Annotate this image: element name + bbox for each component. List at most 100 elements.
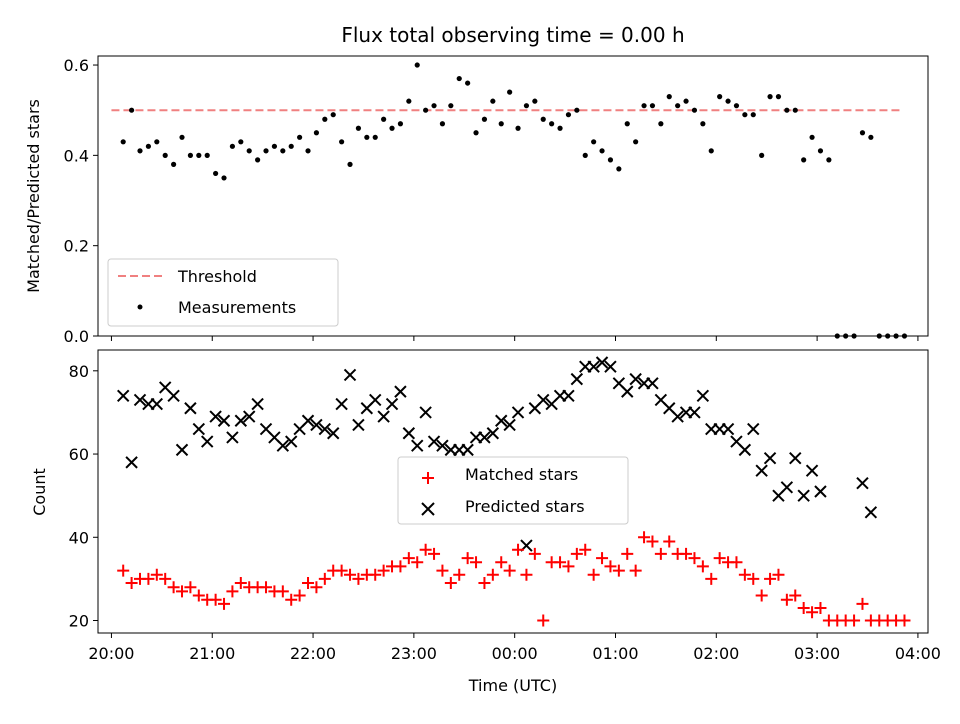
measurement-point: [213, 170, 219, 177]
predicted-star-marker: [301, 414, 315, 427]
matched-star-marker: [411, 556, 424, 569]
measurement-point: [120, 139, 126, 145]
bottom-y-tick-label: 40: [69, 528, 89, 547]
matched-star-marker: [713, 552, 726, 565]
legend-matched-label: Matched stars: [465, 465, 578, 484]
measurement-point: [733, 103, 740, 109]
measurement-point: [465, 80, 471, 86]
matched-star-marker: [377, 564, 390, 577]
measurement-point: [700, 121, 706, 127]
matched-star-marker: [789, 589, 802, 602]
predicted-star-marker: [226, 431, 239, 444]
matched-star-marker: [176, 585, 189, 598]
matched-star-marker: [604, 560, 617, 573]
measurement-point: [565, 112, 572, 118]
matched-star-marker: [898, 614, 911, 627]
predicted-star-marker: [343, 368, 357, 382]
matched-star-marker: [688, 552, 701, 565]
measurement-point: [271, 143, 278, 149]
matched-star-marker: [310, 581, 323, 594]
predicted-star-marker: [175, 443, 189, 457]
measurement-point: [448, 103, 454, 109]
matched-star-marker: [512, 543, 525, 556]
predicted-star-marker: [805, 464, 819, 477]
top-y-tick-label: 0.6: [64, 56, 89, 75]
measurement-point: [414, 62, 420, 68]
measurement-point: [229, 143, 236, 149]
matched-star-marker: [814, 602, 827, 615]
x-tick-label: 20:00: [88, 644, 134, 663]
measurement-point: [557, 125, 563, 131]
measurement-point: [649, 103, 656, 109]
measurement-point: [641, 103, 647, 109]
predicted-star-marker: [789, 451, 802, 465]
matched-star-marker: [428, 547, 441, 560]
measurement-point: [717, 94, 723, 100]
top-y-axis-label: Matched/Predicted stars: [24, 99, 43, 293]
bottom-plot-frame: [97, 349, 929, 634]
bottom-y-axis-label: Count: [30, 468, 49, 516]
x-tick-label: 03:00: [794, 644, 840, 663]
matched-star-marker: [663, 535, 676, 548]
predicted-star-marker: [478, 431, 491, 444]
measurement-point: [145, 143, 152, 149]
bottom-tick-layer: 20:00 21:00 22:00 23:00 00:00 01:00 02:00 03:00…: [69, 362, 941, 663]
measurement-point: [456, 75, 462, 82]
measurement-point: [355, 125, 362, 131]
measurement-point: [137, 148, 143, 154]
measurement-point: [423, 107, 429, 113]
predicted-star-marker: [394, 385, 407, 398]
measurement-point: [540, 116, 546, 122]
matched-star-marker: [554, 556, 567, 569]
matched-star-marker: [755, 589, 768, 602]
x-tick-label: 23:00: [391, 644, 437, 663]
x-tick-label: 01:00: [592, 644, 638, 663]
legend-measurements-swatch: [137, 304, 143, 310]
measurement-point: [675, 103, 681, 109]
matched-star-marker: [806, 606, 819, 619]
x-axis-label: Time (UTC): [468, 676, 557, 695]
measurement-point: [767, 94, 773, 100]
measurement-point: [364, 134, 370, 140]
matched-star-marker: [612, 564, 625, 577]
predicted-star-marker: [738, 443, 752, 457]
matched-star-marker: [579, 543, 592, 556]
predicted-star-marker: [461, 443, 474, 457]
x-tick-label: 22:00: [290, 644, 336, 663]
predicted-star-marker: [621, 385, 634, 398]
matched-star-marker: [562, 560, 575, 573]
measurement-point: [297, 134, 303, 140]
measurement-point: [742, 112, 748, 118]
predicted-star-marker: [537, 393, 550, 407]
measurement-point: [624, 121, 630, 127]
matched-star-marker: [285, 593, 298, 606]
measurement-point: [389, 125, 395, 131]
matched-star-marker: [629, 564, 642, 577]
predicted-star-marker: [747, 422, 760, 436]
measurement-point: [129, 107, 135, 113]
matched-star-marker: [276, 585, 289, 598]
matched-star-marker: [528, 547, 541, 560]
predicted-star-marker: [411, 439, 424, 452]
predicted-star-marker: [562, 389, 575, 402]
matched-star-marker: [470, 556, 483, 569]
predicted-star-marker: [721, 422, 735, 436]
matched-star-marker: [764, 572, 777, 585]
top-panel: 0.0 0.2 0.4 0.6 Matched/Predicted stars Thr…: [24, 55, 929, 346]
matched-star-marker: [747, 572, 760, 585]
matched-star-marker: [209, 593, 222, 606]
matched-star-marker: [705, 572, 718, 585]
predicted-star-marker: [377, 410, 390, 423]
predicted-star-marker: [285, 435, 298, 448]
measurement-point: [817, 148, 824, 154]
matched-star-marker: [150, 568, 163, 581]
matched-star-marker: [293, 589, 306, 602]
predicted-star-marker: [209, 410, 222, 423]
matched-star-marker: [318, 572, 331, 585]
matched-star-marker: [780, 593, 793, 606]
measurement-point: [313, 130, 320, 136]
predicted-star-marker: [671, 410, 684, 423]
legend-threshold-label: Threshold: [177, 267, 257, 286]
predicted-star-marker: [402, 427, 416, 440]
measurement-point: [599, 148, 605, 154]
